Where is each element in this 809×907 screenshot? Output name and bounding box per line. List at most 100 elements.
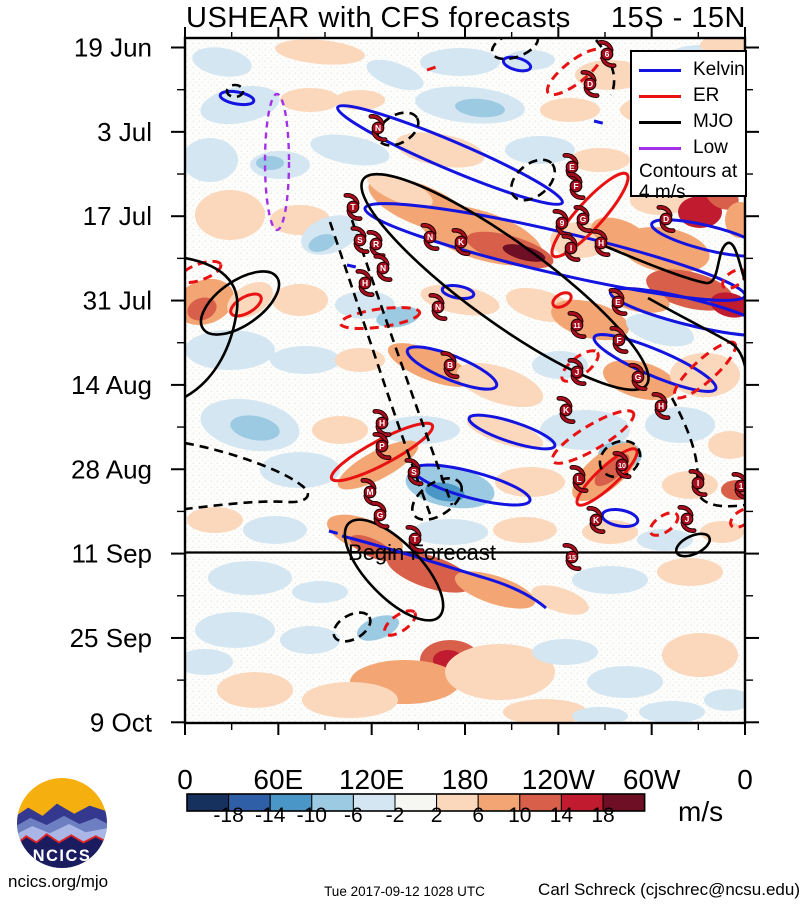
- shading-blob: [292, 581, 348, 603]
- storm-icon: T: [343, 193, 363, 221]
- storm-icon: K: [451, 228, 471, 256]
- er-contour: [426, 65, 437, 72]
- y-axis-label: 11 Sep: [72, 539, 152, 569]
- shading-blob: [572, 566, 648, 594]
- svg-text:G: G: [377, 510, 384, 520]
- svg-text:15: 15: [568, 555, 576, 562]
- svg-text:M: M: [366, 487, 373, 497]
- shading-blob: [572, 707, 628, 723]
- shading-blob: [280, 88, 340, 112]
- mjo-contour: [360, 172, 650, 392]
- kelvin-contour: [593, 119, 607, 126]
- storm-icon: P: [372, 432, 392, 460]
- er-line-sample: [639, 94, 681, 98]
- low-line-sample: [639, 146, 681, 150]
- mjo-contour: [225, 83, 245, 99]
- shading-blob: [495, 467, 565, 497]
- storm-icon: N: [428, 293, 448, 321]
- contour-note-line1: Contours at: [639, 161, 738, 182]
- kelvin-line-sample: [639, 68, 681, 72]
- shading-blob: [260, 452, 340, 488]
- svg-text:H: H: [379, 418, 385, 428]
- storm-icon: K: [556, 396, 576, 424]
- svg-text:G: G: [635, 372, 642, 382]
- logo-ridge-front: [17, 834, 107, 868]
- shading-blob: [587, 666, 663, 698]
- shading-blob: [367, 172, 433, 208]
- svg-text:N: N: [427, 232, 433, 242]
- storm-icon: E: [608, 288, 628, 316]
- x-axis-label: 0: [737, 764, 753, 795]
- svg-text:D: D: [663, 214, 669, 224]
- shading-blob: [230, 415, 280, 441]
- svg-text:P: P: [379, 441, 385, 451]
- shading-blob: [185, 330, 275, 370]
- x-axis-label: 180: [442, 764, 489, 795]
- shading-blob: [227, 281, 273, 319]
- shading-blob: [505, 136, 575, 164]
- kelvin-contour: [346, 263, 361, 270]
- shading-blob: [272, 284, 328, 316]
- svg-text:E: E: [615, 297, 621, 307]
- y-axis-label: 31 Jul: [83, 286, 152, 316]
- svg-text:J: J: [685, 514, 690, 524]
- mjo-contour: [185, 256, 239, 399]
- er-label: ER: [693, 85, 720, 106]
- page-title: USHEAR with CFS forecasts 15S - 15N: [186, 2, 746, 35]
- er-contour: [550, 409, 636, 465]
- colorbar-tick-label: -2: [386, 804, 405, 827]
- mjo-contour: [185, 441, 310, 511]
- svg-text:H: H: [658, 401, 664, 411]
- shading-blob: [256, 156, 284, 170]
- shading-blob: [505, 50, 555, 70]
- storm-icon: F: [609, 326, 629, 354]
- kelvin-contour: [600, 508, 640, 528]
- shading-blob: [708, 431, 745, 459]
- kelvin-contour: [592, 333, 718, 393]
- logo-red-ridgeline: [17, 833, 107, 846]
- svg-text:H: H: [598, 238, 604, 248]
- y-axis-label: 14 Aug: [71, 370, 152, 400]
- title-latitude-band: 15S - 15N: [610, 2, 746, 34]
- shading-blob: [310, 134, 390, 166]
- shading-blob: [217, 672, 293, 708]
- er-contour: [672, 340, 738, 400]
- x-axis-label: 0: [177, 764, 193, 795]
- svg-text:I: I: [697, 478, 699, 488]
- kelvin-contour: [650, 218, 745, 258]
- colorbar-tick-label: 2: [431, 804, 443, 827]
- storm-icon: D: [580, 70, 600, 98]
- svg-text:1: 1: [739, 481, 744, 491]
- storm-icon: G: [628, 363, 648, 391]
- storm-icon: 11: [567, 311, 587, 339]
- storm-icon: N: [368, 114, 388, 142]
- colorbar-tick-label: -18: [213, 804, 243, 827]
- svg-text:S: S: [411, 467, 417, 477]
- svg-text:L: L: [576, 474, 581, 484]
- svg-text:N: N: [380, 263, 386, 273]
- footer-site-url: ncics.org/mjo: [8, 872, 109, 891]
- storm-icon: 10: [612, 451, 632, 479]
- contour-note-line2: 4 m/s: [639, 182, 686, 203]
- footer-timestamp: Tue 2017-09-12 1028 UTC: [324, 884, 485, 899]
- svg-text:K: K: [458, 237, 465, 247]
- shading-blob: [662, 471, 718, 499]
- storm-icon: I: [688, 469, 708, 497]
- kelvin-contour: [501, 55, 533, 73]
- shading-blob: [420, 48, 500, 76]
- storm-icon: N: [420, 223, 440, 251]
- er-contour: [575, 447, 639, 507]
- storm-icon: H: [651, 392, 671, 420]
- colorbar-units: m/s: [678, 796, 723, 827]
- logo-text: NCICS: [33, 847, 92, 865]
- storm-icon: H: [372, 409, 392, 437]
- shading-blob: [412, 519, 488, 545]
- storm-icon: 15: [562, 543, 582, 571]
- shading-blob: [243, 516, 307, 544]
- storm-icon: S: [350, 226, 370, 254]
- storm-icon: K: [586, 506, 606, 534]
- svg-text:G: G: [580, 214, 587, 224]
- shading-blob: [195, 612, 275, 648]
- shading-blob: [270, 346, 340, 374]
- shading-blob: [366, 59, 424, 91]
